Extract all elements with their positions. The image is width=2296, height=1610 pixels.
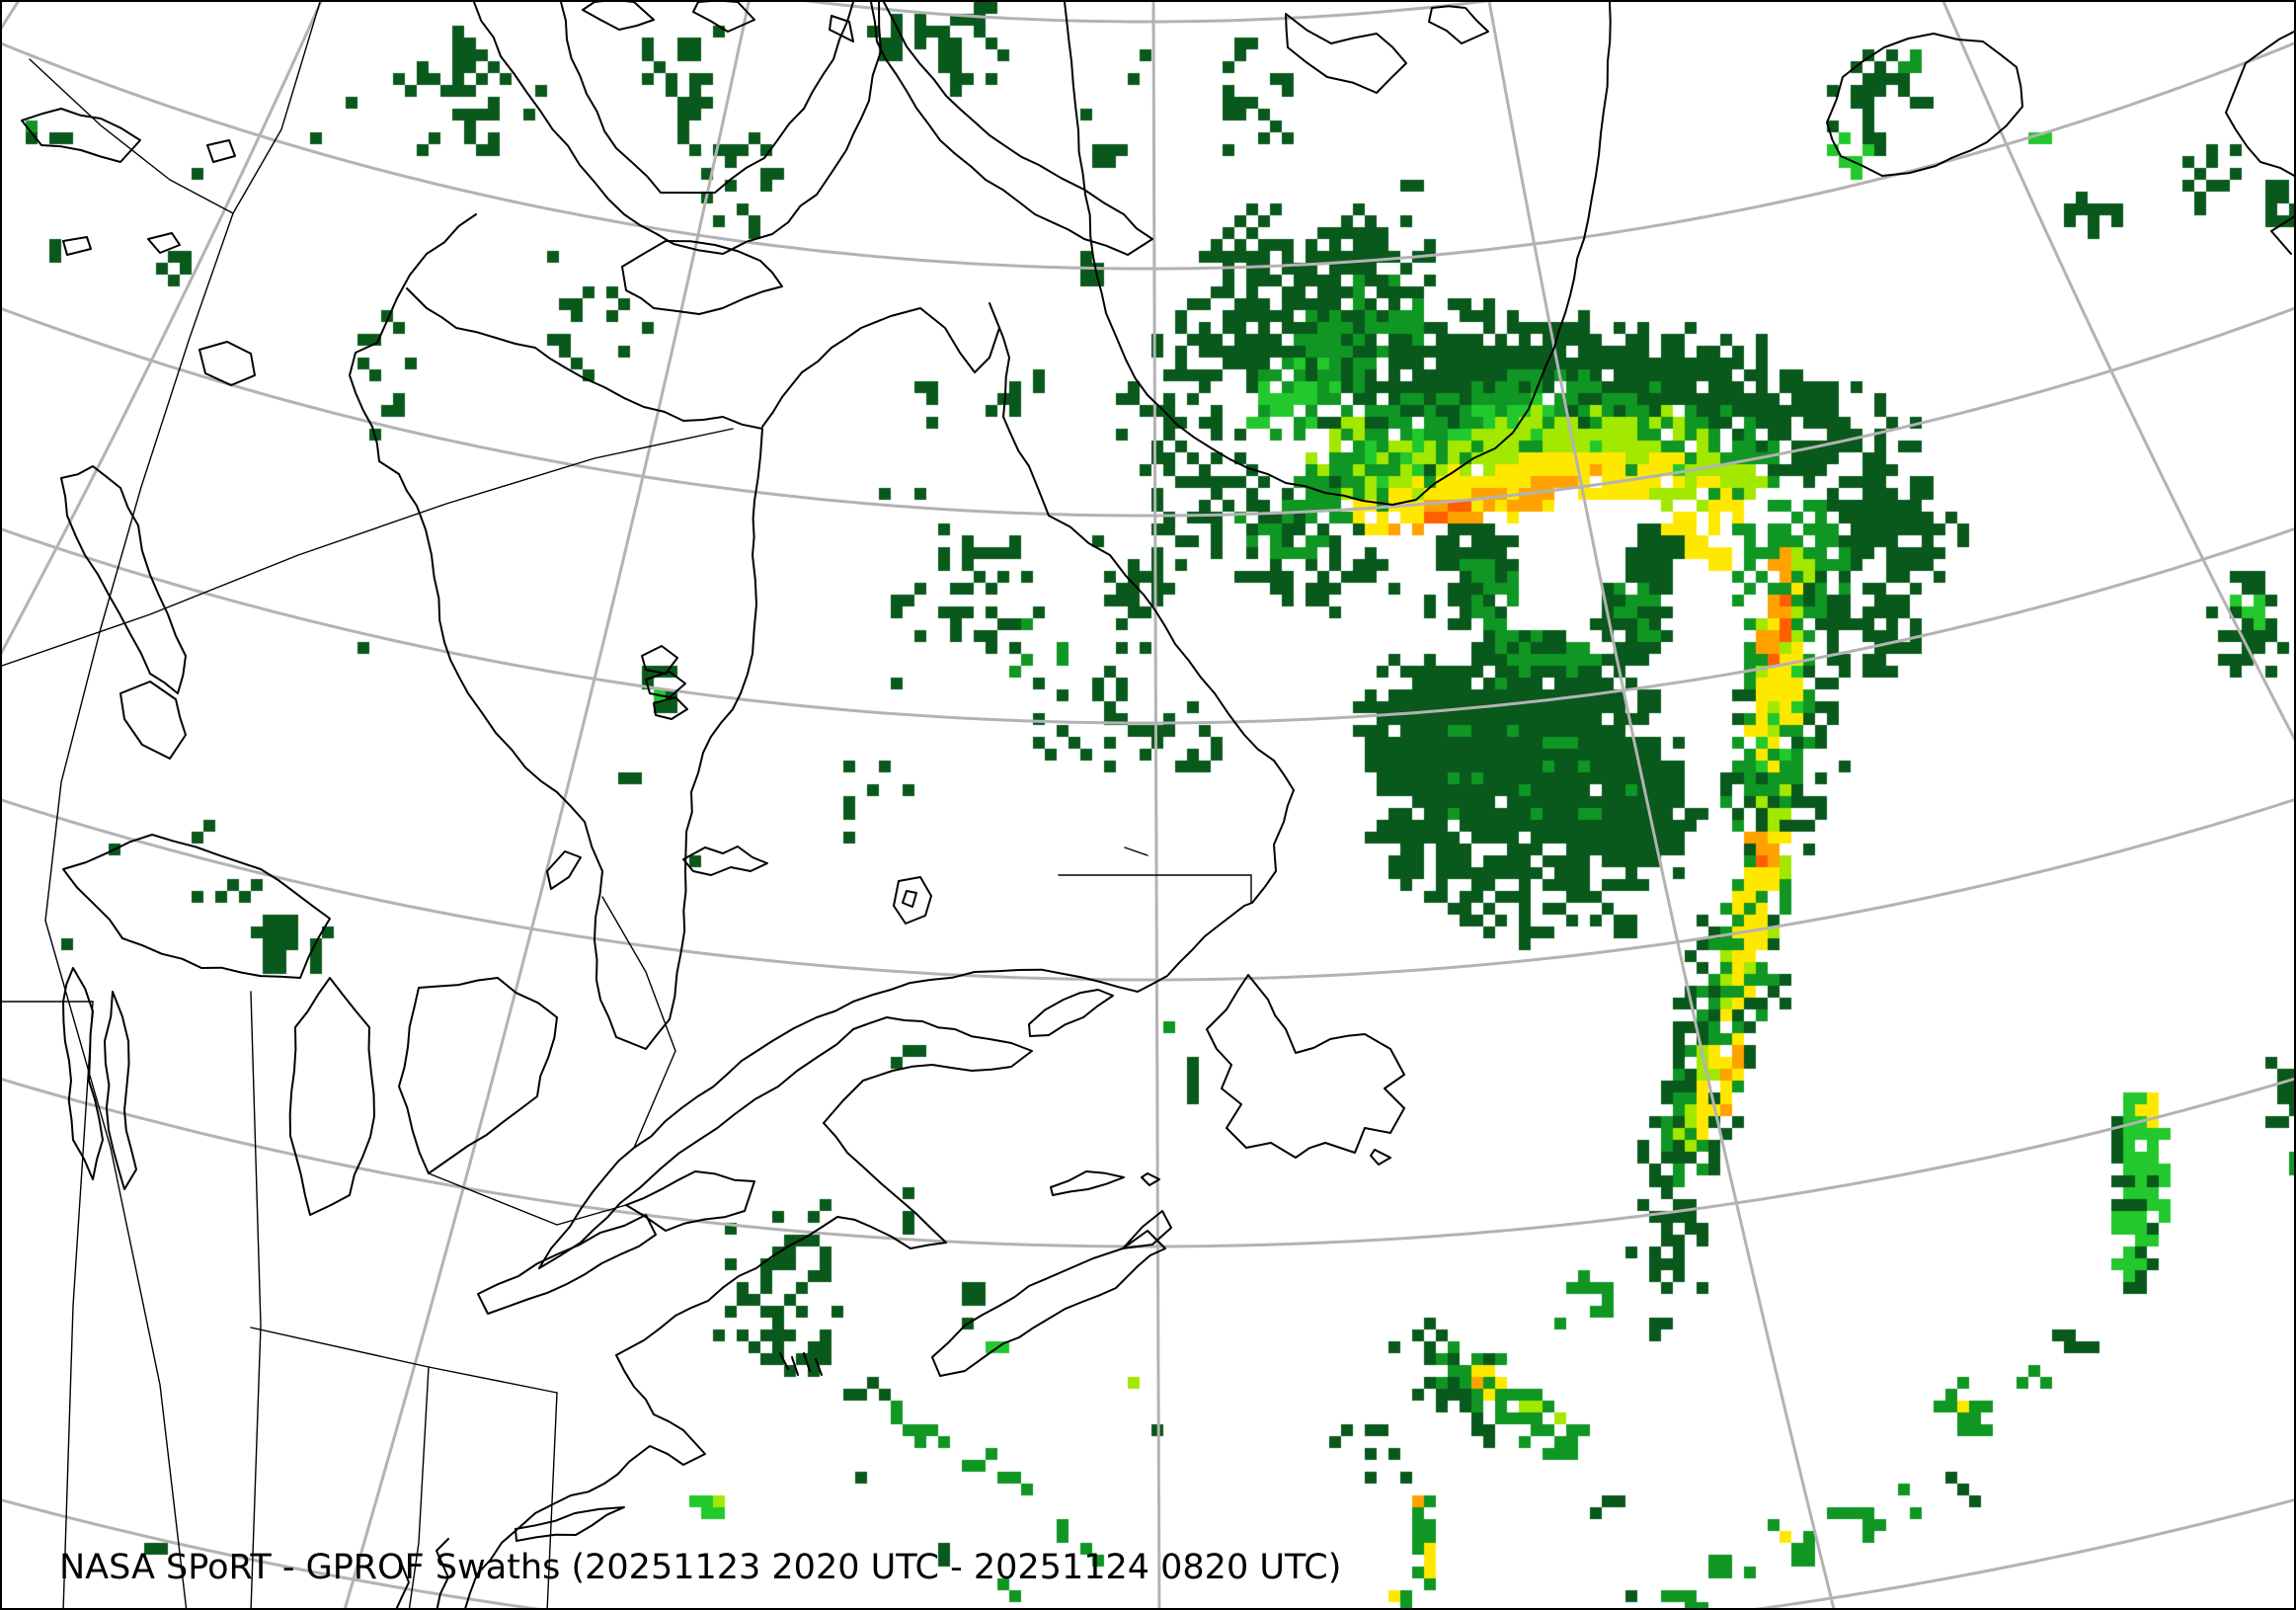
hatch-marks xyxy=(779,1352,823,1376)
political-borders xyxy=(2,2,1252,1608)
map-title: NASA SPoRT - GPROF Swaths (20251123 2020… xyxy=(59,1548,1342,1587)
coastlines xyxy=(21,2,2294,1608)
